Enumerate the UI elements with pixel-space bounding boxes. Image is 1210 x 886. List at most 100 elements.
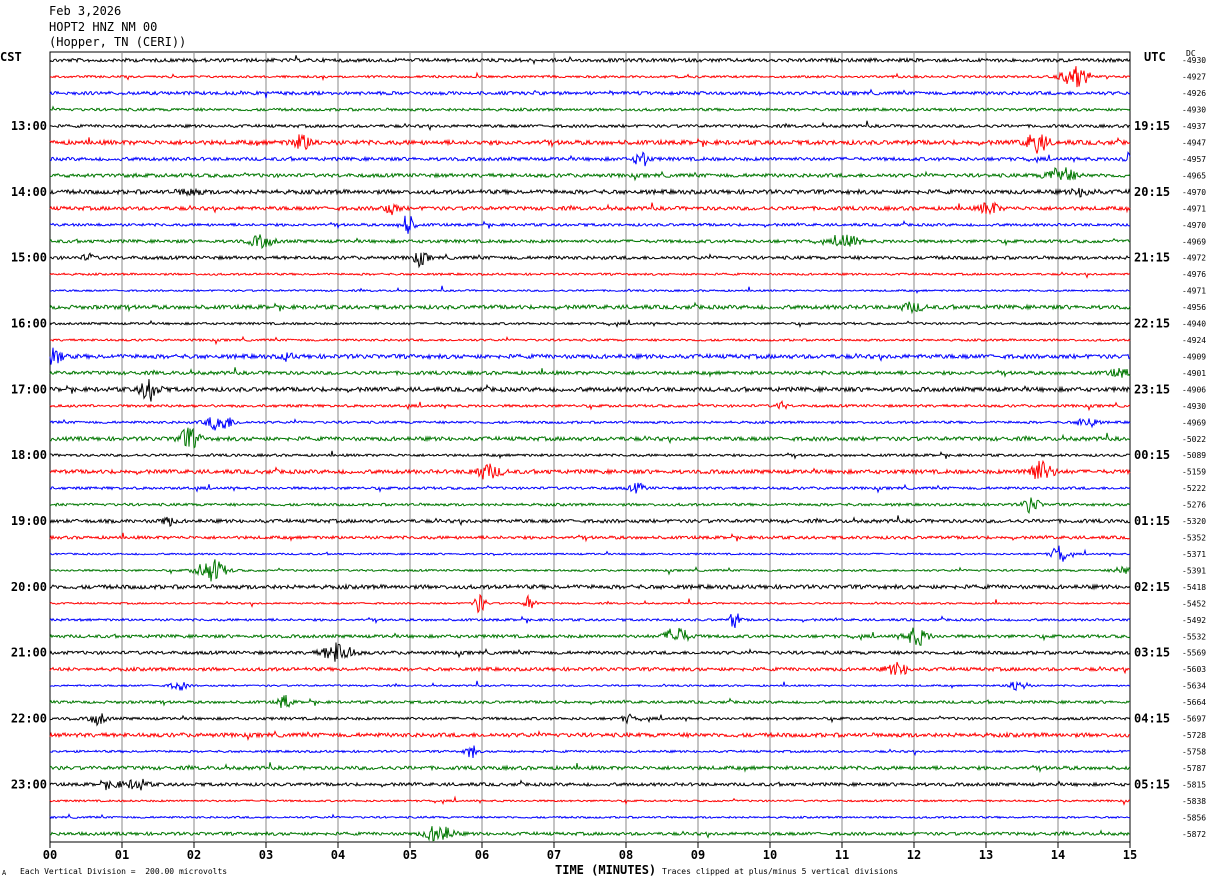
clip-note: Traces clipped at plus/minus 5 vertical … [662, 867, 899, 876]
seismic-trace [49, 680, 1131, 692]
dc-offset-label: -4901 [1182, 369, 1206, 378]
dc-offset-label: -4924 [1182, 336, 1206, 345]
header-date: Feb 3,2026 [49, 4, 122, 18]
dc-offset-label: -5418 [1182, 583, 1206, 592]
dc-offset-label: -4947 [1182, 139, 1206, 148]
cst-time-label: 21:00 [11, 646, 47, 660]
seismic-trace [49, 417, 1131, 431]
seismic-trace [49, 730, 1131, 742]
seismic-trace [49, 335, 1131, 346]
dc-offset-label: -5697 [1182, 715, 1206, 724]
seismic-trace [49, 825, 1130, 842]
dc-offset-label: -5391 [1182, 566, 1206, 575]
seismic-trace [49, 795, 1131, 806]
dc-offset-label: -4970 [1182, 221, 1206, 230]
seismic-trace [49, 234, 1131, 250]
seismic-trace [49, 285, 1131, 294]
scale-note: Each Vertical Division = 200.00 microvol… [20, 867, 228, 876]
seismic-trace [49, 694, 1130, 709]
dc-offset-label: -4976 [1182, 270, 1206, 279]
seismic-trace [49, 762, 1131, 774]
cst-label: CST [0, 50, 22, 64]
seismic-trace [49, 613, 1131, 629]
seismic-trace [49, 215, 1131, 234]
header-location: (Hopper, TN (CERI)) [49, 35, 187, 49]
dc-offset-label: -5276 [1182, 501, 1206, 510]
utc-time-label: 00:15 [1134, 448, 1170, 462]
dc-offset-label: -4971 [1182, 287, 1206, 296]
dc-offset-label: -4937 [1182, 122, 1206, 131]
x-tick-label: 04 [331, 848, 345, 862]
dc-offset-label: -5838 [1182, 797, 1206, 806]
dc-offset-label: -4965 [1182, 171, 1206, 180]
seismic-trace [49, 301, 1131, 315]
seismic-trace [49, 347, 1131, 365]
utc-time-label: 21:15 [1134, 251, 1170, 265]
seismic-trace [49, 251, 1131, 269]
seismic-trace [49, 400, 1131, 412]
x-tick-label: 12 [907, 848, 921, 862]
seismic-trace [49, 583, 1131, 591]
seismic-trace [50, 545, 1130, 562]
dc-offset-label: -5371 [1182, 550, 1206, 559]
dc-offset-label: -5022 [1182, 435, 1206, 444]
dc-offset-label: -5787 [1182, 764, 1206, 773]
cst-time-label: 13:00 [11, 119, 47, 133]
cst-time-label: 23:00 [11, 777, 47, 791]
seismic-trace [49, 661, 1131, 676]
dc-offset-label: -4927 [1182, 73, 1206, 82]
cst-time-label: 22:00 [11, 712, 47, 726]
utc-time-label: 02:15 [1134, 580, 1170, 594]
seismic-trace [49, 151, 1131, 167]
seismic-trace [49, 427, 1131, 449]
x-tick-label: 05 [403, 848, 417, 862]
seismic-trace [49, 813, 1131, 820]
x-tick-label: 14 [1051, 848, 1065, 862]
dc-offset-label: -4930 [1182, 106, 1206, 115]
utc-time-label: 20:15 [1134, 185, 1170, 199]
utc-time-label: 19:15 [1134, 119, 1170, 133]
seismic-trace [49, 627, 1131, 646]
x-tick-label: 15 [1123, 848, 1137, 862]
x-axis-label: TIME (MINUTES) [555, 863, 657, 877]
utc-time-label: 05:15 [1134, 777, 1170, 791]
dc-offset-label: -4940 [1182, 320, 1206, 329]
dc-offset-label: -4972 [1182, 254, 1206, 263]
seismic-trace [49, 778, 1131, 791]
dc-offset-label: -4930 [1182, 402, 1206, 411]
dc-offset-label: -5532 [1182, 632, 1206, 641]
seismic-trace [49, 271, 1131, 279]
x-tick-label: 13 [979, 848, 993, 862]
cst-time-label: 16:00 [11, 317, 47, 331]
seismic-trace [49, 66, 1131, 88]
seismic-trace [49, 482, 1131, 494]
dc-offset-label: -5452 [1182, 599, 1206, 608]
seismic-trace [50, 450, 1131, 460]
cst-time-label: 15:00 [11, 251, 47, 265]
dc-offset-label: -5222 [1182, 484, 1206, 493]
dc-offset-label: -5320 [1182, 517, 1206, 526]
seismic-trace [49, 120, 1131, 132]
cst-time-label: 17:00 [11, 382, 47, 396]
cst-time-label: 20:00 [11, 580, 47, 594]
seismic-trace [49, 167, 1131, 182]
seismic-trace [49, 532, 1131, 543]
utc-time-label: 01:15 [1134, 514, 1170, 528]
utc-time-label: 22:15 [1134, 317, 1170, 331]
seismic-trace [49, 713, 1131, 727]
utc-time-label: 04:15 [1134, 712, 1170, 726]
x-tick-label: 08 [619, 848, 633, 862]
header-station: HOPT2 HNZ NM 00 [49, 20, 158, 34]
seismic-trace [49, 55, 1131, 66]
utc-time-label: 03:15 [1134, 646, 1170, 660]
seismic-trace [49, 105, 1131, 113]
seismic-trace [49, 515, 1131, 528]
x-tick-label: 10 [763, 848, 777, 862]
seismic-trace [49, 133, 1131, 154]
seismic-trace [49, 642, 1131, 662]
seismic-trace [49, 497, 1131, 514]
seismic-trace [49, 459, 1131, 480]
dc-offset-label: -4956 [1182, 303, 1206, 312]
dc-offset-label: -5856 [1182, 813, 1206, 822]
